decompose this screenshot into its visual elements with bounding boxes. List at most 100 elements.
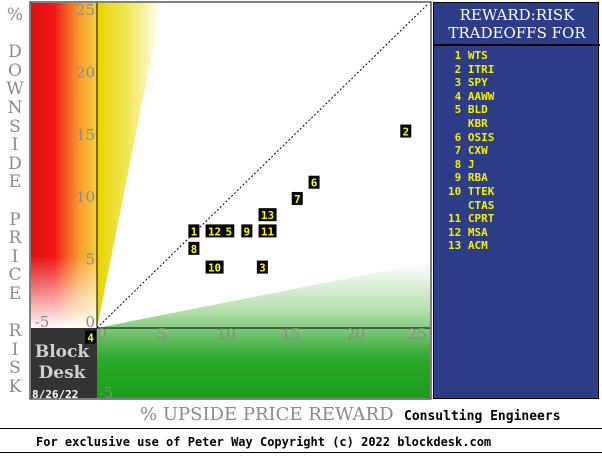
point-label: 4	[87, 331, 94, 344]
y-axis-label-char: I	[11, 339, 19, 360]
y-axis-label-char: C	[8, 265, 22, 286]
chart-subtitle: Consulting Engineers	[404, 409, 561, 424]
point-marker-8[interactable]: 8	[188, 241, 200, 256]
y-axis-label-char: D	[8, 153, 22, 174]
point-box	[223, 224, 235, 238]
point-marker-6[interactable]: 6	[308, 175, 320, 190]
point-marker-12[interactable]: 12	[205, 224, 224, 238]
divider-bottom	[0, 452, 602, 453]
y-axis-label-char: D	[8, 42, 22, 63]
y-axis-label-char: S	[9, 358, 21, 379]
point-marker-11[interactable]: 11	[258, 224, 277, 238]
legend-item: 11 CPRT	[448, 212, 495, 226]
point-label: 9	[244, 225, 251, 238]
y-axis-label-char: I	[11, 246, 19, 267]
point-marker-10[interactable]: 10	[205, 260, 224, 275]
point-box	[308, 175, 320, 189]
legend-panel: REWARD:RISK TRADEOFFS FOR 1 WTS 2 ITRI 3…	[433, 2, 600, 399]
neg-tick-label: -5	[35, 313, 50, 331]
point-label: 5	[225, 225, 232, 238]
point-label: 11	[261, 225, 275, 238]
y-axis-label-char: %	[6, 5, 24, 25]
point-box	[400, 124, 412, 138]
point-label: 10	[208, 262, 221, 275]
point-marker-7[interactable]: 7	[291, 191, 303, 206]
y-tick-label: 5	[85, 251, 95, 269]
legend-item: 13 ACM	[448, 239, 488, 253]
point-marker-3[interactable]: 3	[256, 260, 268, 275]
point-box	[205, 260, 224, 274]
y-axis-label-char: E	[8, 283, 22, 304]
point-box	[85, 330, 97, 344]
y-tick-label: 0	[85, 313, 95, 331]
brand-line2: Desk	[38, 363, 86, 383]
legend-item: KBR	[448, 117, 488, 130]
legend-item: 6 OSIS	[448, 130, 495, 144]
x-tick-label: 20	[346, 325, 365, 343]
legend-item: 4 AAWW	[448, 89, 495, 103]
y-tick-label: 20	[76, 63, 95, 81]
chart-date: 8/26/22	[32, 388, 79, 401]
y-tick-label: 10	[76, 188, 95, 206]
y-axis-label-char: W	[6, 79, 24, 100]
y-axis-label-char: P	[9, 209, 21, 230]
point-marker-1[interactable]: 1	[188, 224, 200, 238]
point-label: 3	[259, 262, 266, 275]
x-tick-label: 15	[281, 325, 300, 343]
y-axis-label-char: O	[8, 60, 22, 81]
y-axis-label-char: S	[9, 116, 21, 137]
point-marker-13[interactable]: 13	[258, 208, 277, 222]
y-axis-label-char	[4, 25, 26, 44]
point-box	[258, 224, 277, 238]
legend-item: CTAS	[448, 198, 495, 212]
point-marker-4[interactable]: 4	[85, 330, 97, 344]
point-box	[256, 260, 268, 274]
point-box	[241, 224, 253, 238]
y-axis-label-char	[4, 192, 26, 211]
legend-item: 12 MSA	[448, 225, 488, 239]
point-box	[188, 224, 200, 238]
caution-wedge	[97, 3, 162, 328]
x-axis-label: % UPSIDE PRICE REWARD	[140, 404, 394, 425]
y-axis-label-char: N	[7, 97, 23, 118]
parity-line	[96, 3, 429, 329]
point-box	[188, 241, 200, 255]
point-box	[205, 224, 224, 238]
legend-title-line1: REWARD:RISK	[459, 6, 575, 24]
legend-item: 2 ITRI	[448, 62, 495, 76]
point-marker-2[interactable]: 2	[400, 124, 412, 139]
point-box	[258, 208, 277, 222]
point-marker-9[interactable]: 9	[241, 224, 253, 238]
legend-title-line2: TRADEOFFS FOR	[448, 24, 586, 42]
point-label: 1	[191, 225, 198, 238]
point-label: 2	[402, 126, 409, 139]
point-box	[291, 191, 303, 205]
legend-item: 9 RBA	[448, 171, 488, 185]
y-axis-label-char: R	[8, 321, 22, 342]
point-label: 6	[311, 177, 318, 190]
legend-item: 8 J	[448, 157, 475, 171]
y-tick-label: 15	[76, 126, 95, 144]
y-tick-label: 25	[76, 1, 95, 19]
legend-item: 5 BLD	[448, 103, 488, 117]
legend-item: 10 TTEK	[448, 185, 495, 198]
brand-line1: Block	[34, 342, 90, 362]
point-label: 13	[261, 209, 274, 222]
brand-logo: Block Desk	[32, 342, 92, 384]
y-axis-label-char: I	[11, 135, 19, 156]
x-tick-label: 5	[157, 325, 167, 343]
x-tick-label: 10	[217, 325, 236, 343]
footer-copyright: For exclusive use of Peter Way Copyright…	[36, 435, 492, 449]
y-axis-label-char	[4, 304, 26, 323]
x-tick-label: 0	[97, 325, 107, 343]
divider-top	[0, 428, 602, 429]
point-marker-5[interactable]: 5	[223, 224, 235, 238]
legend-divider	[434, 44, 600, 46]
y-axis-label-char: E	[8, 172, 22, 193]
point-label: 8	[191, 243, 198, 256]
corner-tick-label: -5	[99, 384, 114, 402]
